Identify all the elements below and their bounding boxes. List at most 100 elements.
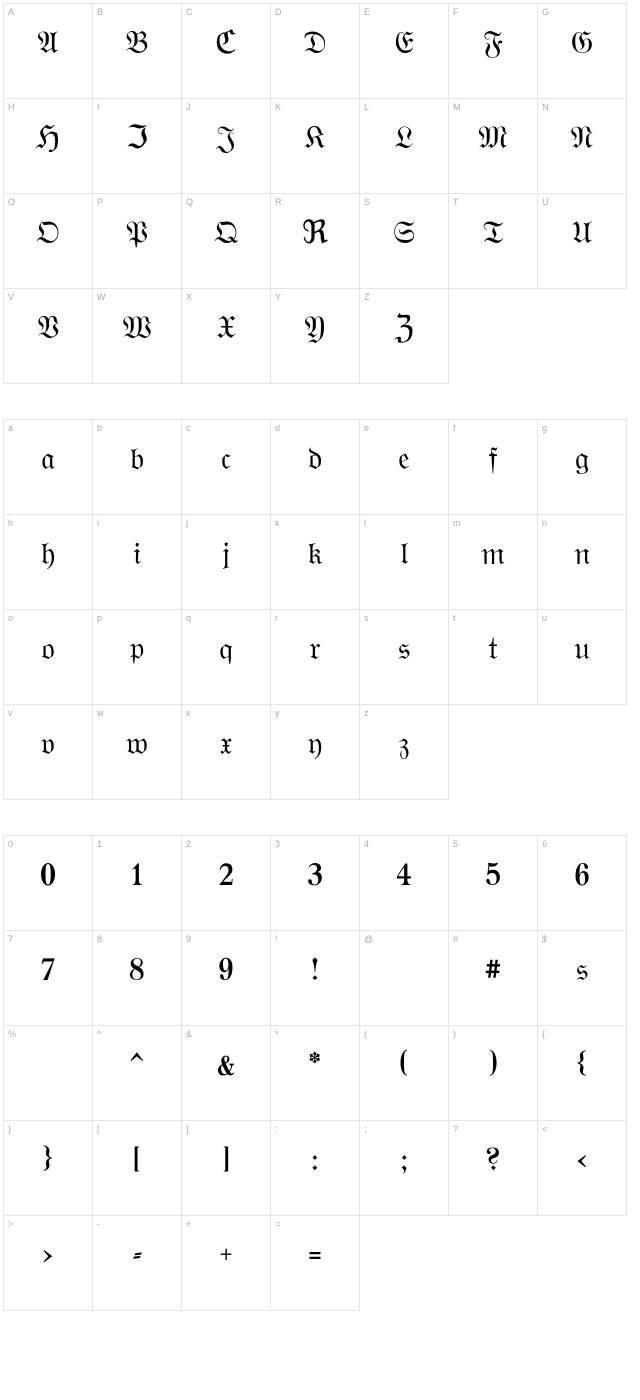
glyph-cell: a𝔞 [3, 419, 93, 515]
glyph-cell: t𝔱 [448, 609, 538, 705]
glyph-label: j [186, 518, 188, 528]
glyph-character: 𝔎 [271, 121, 359, 161]
glyph-label: 8 [97, 934, 102, 944]
glyph-label: L [364, 102, 369, 112]
glyph-character: 1 [93, 858, 181, 898]
glyph-label: U [542, 197, 549, 207]
glyph-label: m [453, 518, 461, 528]
glyph-cell: Hℌ [3, 98, 93, 194]
glyph-character: 𝔧 [182, 537, 270, 577]
glyph-cell: ;; [359, 1120, 449, 1216]
glyph-label: 5 [453, 839, 458, 849]
glyph-label: 7 [8, 934, 13, 944]
glyph-character: 𝔶 [271, 727, 359, 767]
glyph-label: 2 [186, 839, 191, 849]
glyph-cell: 44 [359, 835, 449, 931]
glyph-character: - [93, 1238, 181, 1278]
glyph-label: ; [364, 1124, 367, 1134]
glyph-cell: Y𝔜 [270, 288, 360, 384]
glyph-cell: o𝔬 [3, 609, 93, 705]
glyph-cell: m𝔪 [448, 514, 538, 610]
glyph-cell: ?? [448, 1120, 538, 1216]
glyph-character: 𝔟 [93, 442, 181, 482]
glyph-label: J [186, 102, 191, 112]
glyph-cell: J𝔍 [181, 98, 271, 194]
glyph-character: 4 [360, 858, 448, 898]
glyph-label: Y [275, 292, 281, 302]
glyph-cell: [[ [92, 1120, 182, 1216]
glyph-cell: Iℑ [92, 98, 182, 194]
glyph-character: * [271, 1048, 359, 1088]
glyph-label: : [275, 1124, 278, 1134]
glyph-cell: -- [92, 1215, 182, 1311]
glyph-label: G [542, 7, 549, 17]
glyph-character: > [4, 1238, 92, 1278]
glyph-cell: S𝔖 [359, 193, 449, 289]
glyph-cell: E𝔈 [359, 3, 449, 99]
glyph-character: 𝔗 [449, 216, 537, 256]
glyph-label: + [186, 1219, 191, 1229]
glyph-cell: z𝔷 [359, 704, 449, 800]
glyph-label: W [97, 292, 106, 302]
glyph-label: P [97, 197, 103, 207]
glyph-character: 𝔪 [449, 537, 537, 577]
glyph-label: b [97, 423, 102, 433]
glyph-label: % [8, 1029, 16, 1039]
glyph-cell: G𝔊 [537, 3, 627, 99]
glyph-character: 𝔨 [271, 537, 359, 577]
glyph-label: l [364, 518, 366, 528]
glyph-cell: D𝔇 [270, 3, 360, 99]
glyph-cell: F𝔉 [448, 3, 538, 99]
glyph-character: 𝔒 [4, 216, 92, 256]
glyph-character: < [538, 1143, 626, 1183]
glyph-cell: 99 [181, 930, 271, 1026]
glyph-cell: f𝔣 [448, 419, 538, 515]
glyph-label: h [8, 518, 13, 528]
glyph-cell: {{ [537, 1025, 627, 1121]
glyph-character: 𝔡 [271, 442, 359, 482]
glyph-character: { [538, 1048, 626, 1088]
glyph-character: ; [360, 1143, 448, 1183]
glyph-character: 𝔩 [360, 537, 448, 577]
glyph-cell: A𝔄 [3, 3, 93, 99]
glyph-cell: i𝔦 [92, 514, 182, 610]
glyph-character: 𝔏 [360, 121, 448, 161]
glyph-label: = [275, 1219, 280, 1229]
glyph-cell: p𝔭 [92, 609, 182, 705]
glyph-character: 𝔰 [360, 632, 448, 672]
glyph-character: 0 [4, 858, 92, 898]
glyph-cell: v𝔳 [3, 704, 93, 800]
glyph-label: o [8, 613, 13, 623]
glyph-character: 𝔑 [538, 121, 626, 161]
glyph-character: ! [271, 953, 359, 993]
section-numbers-symbols: 00112233445566778899!!@##$𝔰%^^&&**(()){{… [4, 836, 634, 1311]
glyph-cell: T𝔗 [448, 193, 538, 289]
glyph-character: 𝔱 [449, 632, 537, 672]
glyph-label: K [275, 102, 281, 112]
glyph-cell: x𝔵 [181, 704, 271, 800]
glyph-label: i [97, 518, 99, 528]
glyph-character: ℑ [93, 121, 181, 161]
glyph-label: a [8, 423, 13, 433]
glyph-cell: >> [3, 1215, 93, 1311]
glyph-cell: P𝔓 [92, 193, 182, 289]
glyph-label: 6 [542, 839, 547, 849]
glyph-cell: == [270, 1215, 360, 1311]
glyph-label: v [8, 708, 13, 718]
glyph-character: ) [449, 1048, 537, 1088]
glyph-character: [ [93, 1143, 181, 1183]
glyph-label: X [186, 292, 192, 302]
glyph-character: 𝔳 [4, 727, 92, 767]
glyph-cell: 55 [448, 835, 538, 931]
glyph-label: & [186, 1029, 192, 1039]
glyph-character: 𝔍 [182, 121, 270, 161]
glyph-cell: s𝔰 [359, 609, 449, 705]
glyph-character: 𝔚 [93, 311, 181, 351]
glyph-character: # [449, 953, 537, 993]
glyph-character: 𝔰 [538, 953, 626, 993]
glyph-label: - [97, 1219, 100, 1229]
glyph-label: C [186, 7, 193, 17]
glyph-character: 5 [449, 858, 537, 898]
glyph-character: 𝔊 [538, 26, 626, 66]
glyph-cell: l𝔩 [359, 514, 449, 610]
